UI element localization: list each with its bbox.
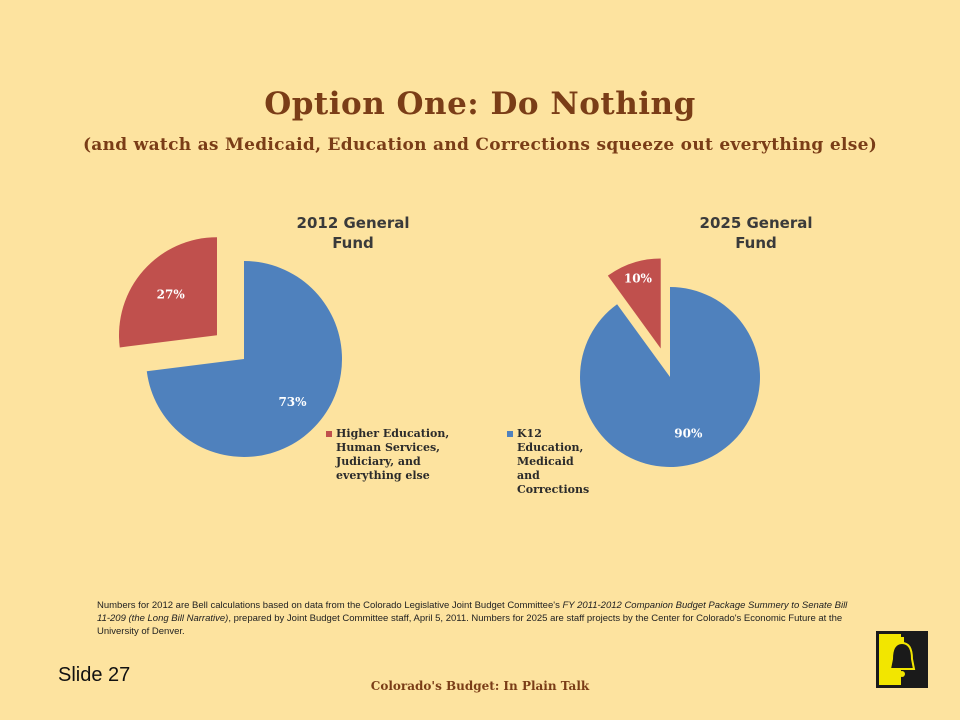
pie-2-legend-swatch bbox=[507, 431, 513, 437]
pie-2-legend-text: and bbox=[517, 469, 540, 482]
bell-logo-icon bbox=[876, 631, 928, 688]
slide-title: Option One: Do Nothing bbox=[264, 86, 696, 122]
pie-1-legend-text: Higher Education, bbox=[336, 427, 449, 440]
pie-1-slice-2 bbox=[146, 261, 342, 457]
pie-1-legend-swatch bbox=[326, 431, 332, 437]
pie-2-legend-text: K12 bbox=[517, 427, 542, 440]
pie-2-slice-2-label: 90% bbox=[674, 426, 703, 440]
pie-2-legend-text: Education, bbox=[517, 441, 583, 454]
pie-2-slice-2 bbox=[580, 287, 760, 468]
pie-2-legend-text: Medicaid bbox=[517, 455, 574, 468]
pie-1-legend-text: everything else bbox=[336, 469, 430, 482]
pie-1-slice-1 bbox=[118, 237, 217, 348]
footnote-text-end: , prepared by Joint Budget Committee sta… bbox=[97, 613, 843, 637]
pie-2-legend-text: Corrections bbox=[517, 483, 589, 496]
footnote-text: Numbers for 2012 are Bell calculations b… bbox=[97, 600, 563, 611]
pie-2-slice-1 bbox=[607, 258, 661, 349]
pie-2-title-line: 2025 General bbox=[700, 214, 813, 232]
pie-1-title-line: Fund bbox=[332, 234, 374, 252]
pie-1-slice-1-label: 27% bbox=[157, 287, 186, 301]
pie-2-slice-1-label: 10% bbox=[624, 271, 653, 285]
footer-text: Colorado's Budget: In Plain Talk bbox=[370, 679, 590, 693]
footnote-document-title: FY 2011-2012 Companion Budget Package Su… bbox=[97, 600, 848, 624]
pie-1-legend-text: Human Services, bbox=[336, 441, 440, 454]
pie-2-title-line: Fund bbox=[735, 234, 777, 252]
pie-1-title-line: 2012 General bbox=[297, 214, 410, 232]
footnote: Numbers for 2012 are Bell calculations b… bbox=[97, 599, 862, 638]
slide-number: Slide 27 bbox=[58, 664, 131, 686]
pie-1-legend-text: Judiciary, and bbox=[335, 455, 421, 468]
slide-subtitle: (and watch as Medicaid, Education and Co… bbox=[82, 135, 878, 155]
pie-1-slice-2-label: 73% bbox=[278, 395, 307, 409]
